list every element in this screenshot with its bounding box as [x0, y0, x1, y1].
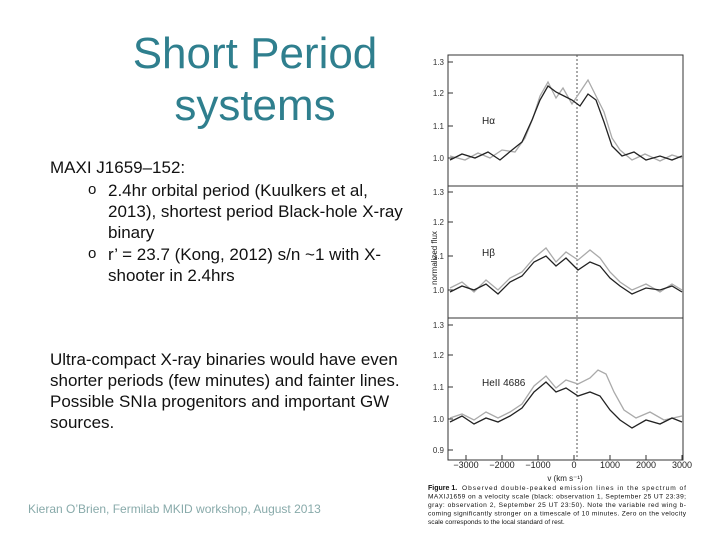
panel-label: Hα — [482, 116, 495, 127]
caption-line: gray: observation 2, September 25 UT 23:… — [428, 502, 686, 509]
panel-label: HeII 4686 — [482, 378, 526, 389]
x-tick-label: −1000 — [525, 460, 550, 470]
y-tick-label: 1.2 — [433, 218, 445, 227]
y-tick-label: 1.3 — [433, 58, 445, 67]
spectrum-black — [449, 85, 683, 161]
bullet-marker: o — [88, 181, 97, 198]
spectrum-gray — [449, 247, 683, 293]
caption-line: MAXIJ1659 on a velocity scale (black: ob… — [428, 494, 686, 501]
y-tick-label: 1.0 — [433, 415, 445, 424]
heading: MAXI J1659–152: — [50, 158, 186, 177]
footer: Kieran O’Brien, Fermilab MKID workshop, … — [28, 502, 321, 516]
x-axis-label: v (km s⁻¹) — [547, 474, 583, 483]
y-tick-label: 1.2 — [433, 351, 445, 360]
spectrum-black — [449, 255, 683, 295]
y-tick-label: 1.2 — [433, 89, 445, 98]
x-tick-label: −3000 — [453, 460, 478, 470]
bullet: r’ = 23.7 (Kong, 2012) s/n ~1 with X-sho… — [108, 245, 382, 285]
x-tick-label: 1000 — [600, 460, 620, 470]
spectrum-gray — [449, 78, 683, 162]
caption-line: Observed double-peaked emission lines in… — [462, 485, 686, 492]
x-tick-label: 0 — [571, 460, 576, 470]
x-tick-label: 2000 — [636, 460, 656, 470]
spectrum-gray — [449, 369, 683, 421]
plot-frame — [447, 54, 684, 461]
y-tick-label: 1.0 — [433, 154, 445, 163]
bullet: 2.4hr orbital period (Kuulkers et al, 20… — [108, 181, 403, 242]
y-tick-label: 1.3 — [433, 321, 445, 330]
slide-title: Short Period systems — [132, 29, 378, 130]
spectrum-black — [449, 381, 683, 429]
y-tick-label: 1.1 — [433, 252, 445, 261]
y-tick-label: 1.0 — [433, 286, 445, 295]
y-tick-label: 1.3 — [433, 188, 445, 197]
y-tick-label: 0.9 — [433, 446, 445, 455]
paragraph: Ultra-compact X-ray binaries would have … — [50, 350, 400, 432]
caption-line: coming significantly stronger on a times… — [428, 511, 687, 518]
caption-line: scale corresponds to the local standard … — [428, 519, 565, 526]
bullet-marker: o — [88, 245, 97, 262]
caption-label: Figure 1. — [428, 485, 457, 492]
y-axis-label: normalized flux — [430, 231, 439, 285]
panel-label: Hβ — [482, 248, 495, 259]
x-tick-label: 3000 — [672, 460, 692, 470]
y-tick-label: 1.1 — [433, 383, 445, 392]
x-tick-label: −2000 — [489, 460, 514, 470]
y-tick-label: 1.1 — [433, 122, 445, 131]
